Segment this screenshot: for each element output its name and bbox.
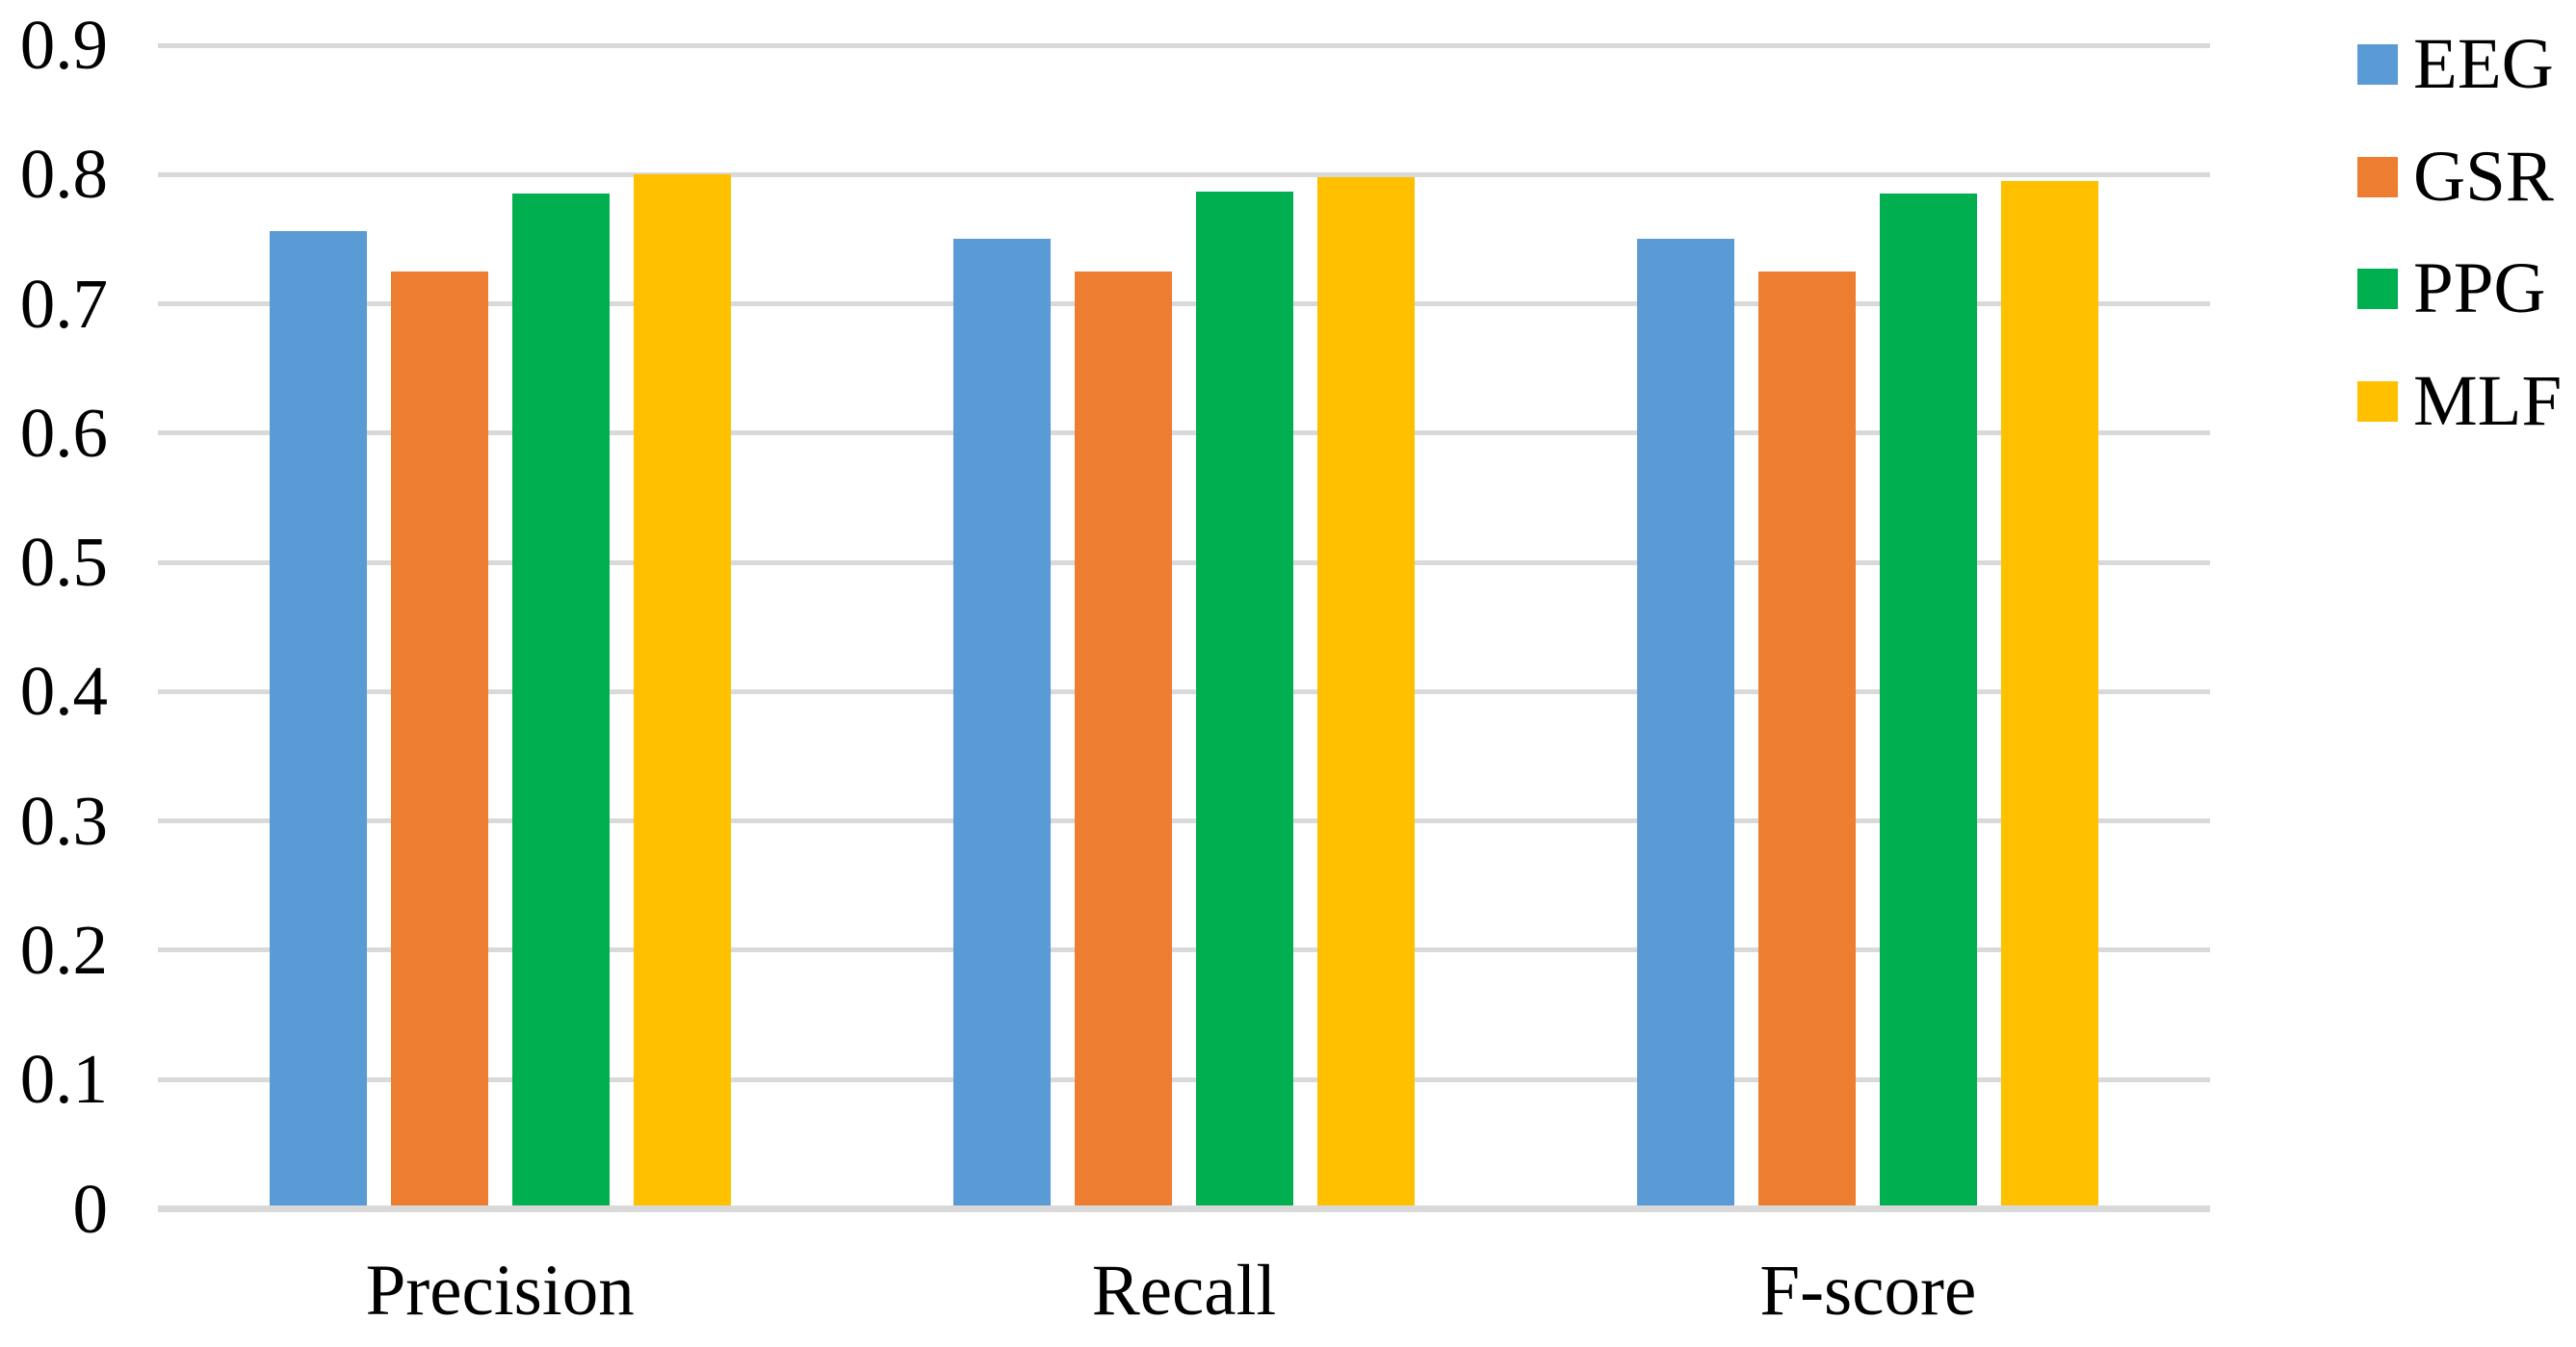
y-tick-label-0-1: 0.1 <box>19 1040 108 1119</box>
legend-swatch-ppg <box>2357 269 2398 310</box>
y-tick-label-0-6: 0.6 <box>19 393 108 472</box>
legend-swatch-gsr <box>2357 156 2398 197</box>
x-axis-line <box>158 1205 2210 1212</box>
gridline-0-9 <box>158 42 2210 48</box>
y-tick-label-0-4: 0.4 <box>19 652 108 731</box>
legend-swatch-mlf <box>2357 381 2398 423</box>
x-category-label-f-score: F-score <box>1759 1251 1977 1331</box>
bar-recall-ppg <box>1196 191 1293 1206</box>
bar-recall-eeg <box>953 239 1051 1206</box>
gridline-0-5 <box>158 559 2210 565</box>
legend-swatch-eeg <box>2357 44 2398 85</box>
gridline-0-4 <box>158 688 2210 694</box>
y-tick-label-0: 0 <box>72 1169 109 1248</box>
y-tick-label-0-3: 0.3 <box>19 781 108 860</box>
y-tick-label-0-8: 0.8 <box>19 135 108 214</box>
legend-label-eeg: EEG <box>2413 24 2554 104</box>
bar-precision-eeg <box>269 231 367 1206</box>
bar-precision-ppg <box>511 194 610 1206</box>
bar-f-score-gsr <box>1758 271 1857 1206</box>
bar-precision-mlf <box>633 174 731 1206</box>
gridline-0-7 <box>158 301 2210 307</box>
legend-label-mlf: MLF <box>2413 361 2563 442</box>
gridline-0-1 <box>158 1076 2210 1082</box>
gridline-0-2 <box>158 947 2210 953</box>
gridline-0-6 <box>158 430 2210 436</box>
bar-f-score-ppg <box>1880 194 1978 1206</box>
bar-recall-mlf <box>1317 176 1415 1206</box>
bar-precision-gsr <box>390 271 488 1206</box>
y-tick-label-0-7: 0.7 <box>19 264 108 343</box>
bar-recall-gsr <box>1075 271 1172 1206</box>
x-category-label-recall: Recall <box>1091 1251 1277 1331</box>
y-tick-label-0-9: 0.9 <box>19 6 108 84</box>
bar-f-score-mlf <box>2001 180 2099 1206</box>
x-category-label-precision: Precision <box>365 1251 635 1331</box>
gridline-0-3 <box>158 818 2210 824</box>
legend-label-ppg: PPG <box>2413 248 2546 329</box>
legend-label-gsr: GSR <box>2413 136 2554 217</box>
y-tick-label-0-2: 0.2 <box>19 910 108 989</box>
bar-f-score-eeg <box>1637 239 1735 1206</box>
gridline-0-8 <box>158 171 2210 177</box>
y-tick-label-0-5: 0.5 <box>19 523 108 602</box>
